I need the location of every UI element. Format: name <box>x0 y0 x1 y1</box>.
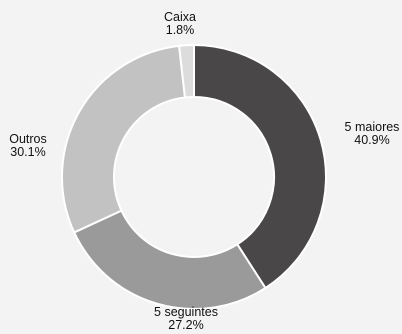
slice-label-5-maiores: 5 maiores 40.9% <box>345 120 400 147</box>
slice-labels: 5 maiores 40.9% 5 seguintes 27.2% Outros 30.1… <box>9 10 399 332</box>
slice-5-seguintes <box>72 209 267 310</box>
slice-value-label: 30.1% <box>10 145 45 159</box>
slice-category-label: Caixa <box>164 10 196 24</box>
slice-5-maiores <box>193 43 327 290</box>
slice-value-label: 1.8% <box>166 23 195 37</box>
slice-label-outros: Outros 30.1% <box>9 132 47 159</box>
slice-value-label: 27.2% <box>168 318 203 332</box>
slice-category-label: 5 maiores <box>345 120 400 134</box>
slice-label-5-seguintes: 5 seguintes 27.2% <box>154 305 218 332</box>
slice-value-label: 40.9% <box>354 133 389 147</box>
slice-category-label: Outros <box>9 132 47 146</box>
slice-category-label: 5 seguintes <box>154 305 218 319</box>
slice-outros <box>61 44 187 234</box>
slice-caixa <box>177 43 195 99</box>
donut-slices <box>61 43 327 310</box>
slice-label-caixa: Caixa 1.8% <box>164 10 196 37</box>
